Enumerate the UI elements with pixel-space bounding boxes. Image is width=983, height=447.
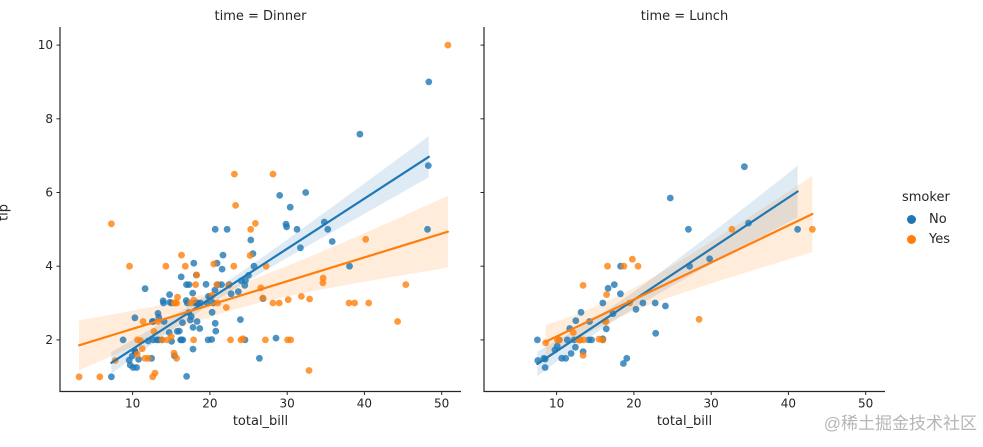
facet-title-lunch: time = Lunch bbox=[640, 9, 729, 24]
legend-title: smoker bbox=[902, 190, 950, 205]
svg-text:10: 10 bbox=[549, 397, 564, 411]
x-axis-label-dinner: total_bill bbox=[232, 414, 289, 429]
svg-text:20: 20 bbox=[626, 397, 641, 411]
legend-marker-no-icon bbox=[907, 214, 916, 224]
svg-text:8: 8 bbox=[45, 112, 53, 126]
facet-dinner-plot: 10 20 30 40 50 2 4 6 8 10 bbox=[38, 27, 461, 411]
svg-text:50: 50 bbox=[434, 397, 449, 411]
svg-text:10: 10 bbox=[38, 38, 53, 52]
facet-title-dinner: time = Dinner bbox=[214, 9, 307, 24]
svg-text:40: 40 bbox=[357, 397, 372, 411]
legend-label-yes: Yes bbox=[929, 231, 950, 247]
legend-item-no: No bbox=[902, 209, 950, 229]
x-axis-label-lunch: total_bill bbox=[656, 414, 713, 429]
legend: smoker No Yes bbox=[902, 190, 950, 249]
facet-lunch-plot: 10 20 30 40 50 bbox=[480, 27, 885, 411]
legend-marker-yes-icon bbox=[907, 234, 916, 244]
svg-text:4: 4 bbox=[45, 259, 53, 273]
svg-text:40: 40 bbox=[781, 397, 796, 411]
legend-item-yes: Yes bbox=[902, 229, 950, 249]
svg-text:50: 50 bbox=[858, 397, 873, 411]
svg-text:6: 6 bbox=[45, 186, 53, 200]
watermark: @稀土掘金技术社区 bbox=[823, 414, 977, 433]
y-axis-label: tip bbox=[0, 204, 12, 221]
svg-text:20: 20 bbox=[202, 397, 217, 411]
svg-text:30: 30 bbox=[280, 397, 295, 411]
svg-text:30: 30 bbox=[704, 397, 719, 411]
svg-text:10: 10 bbox=[125, 397, 140, 411]
svg-text:2: 2 bbox=[45, 333, 53, 347]
legend-label-no: No bbox=[929, 211, 947, 227]
